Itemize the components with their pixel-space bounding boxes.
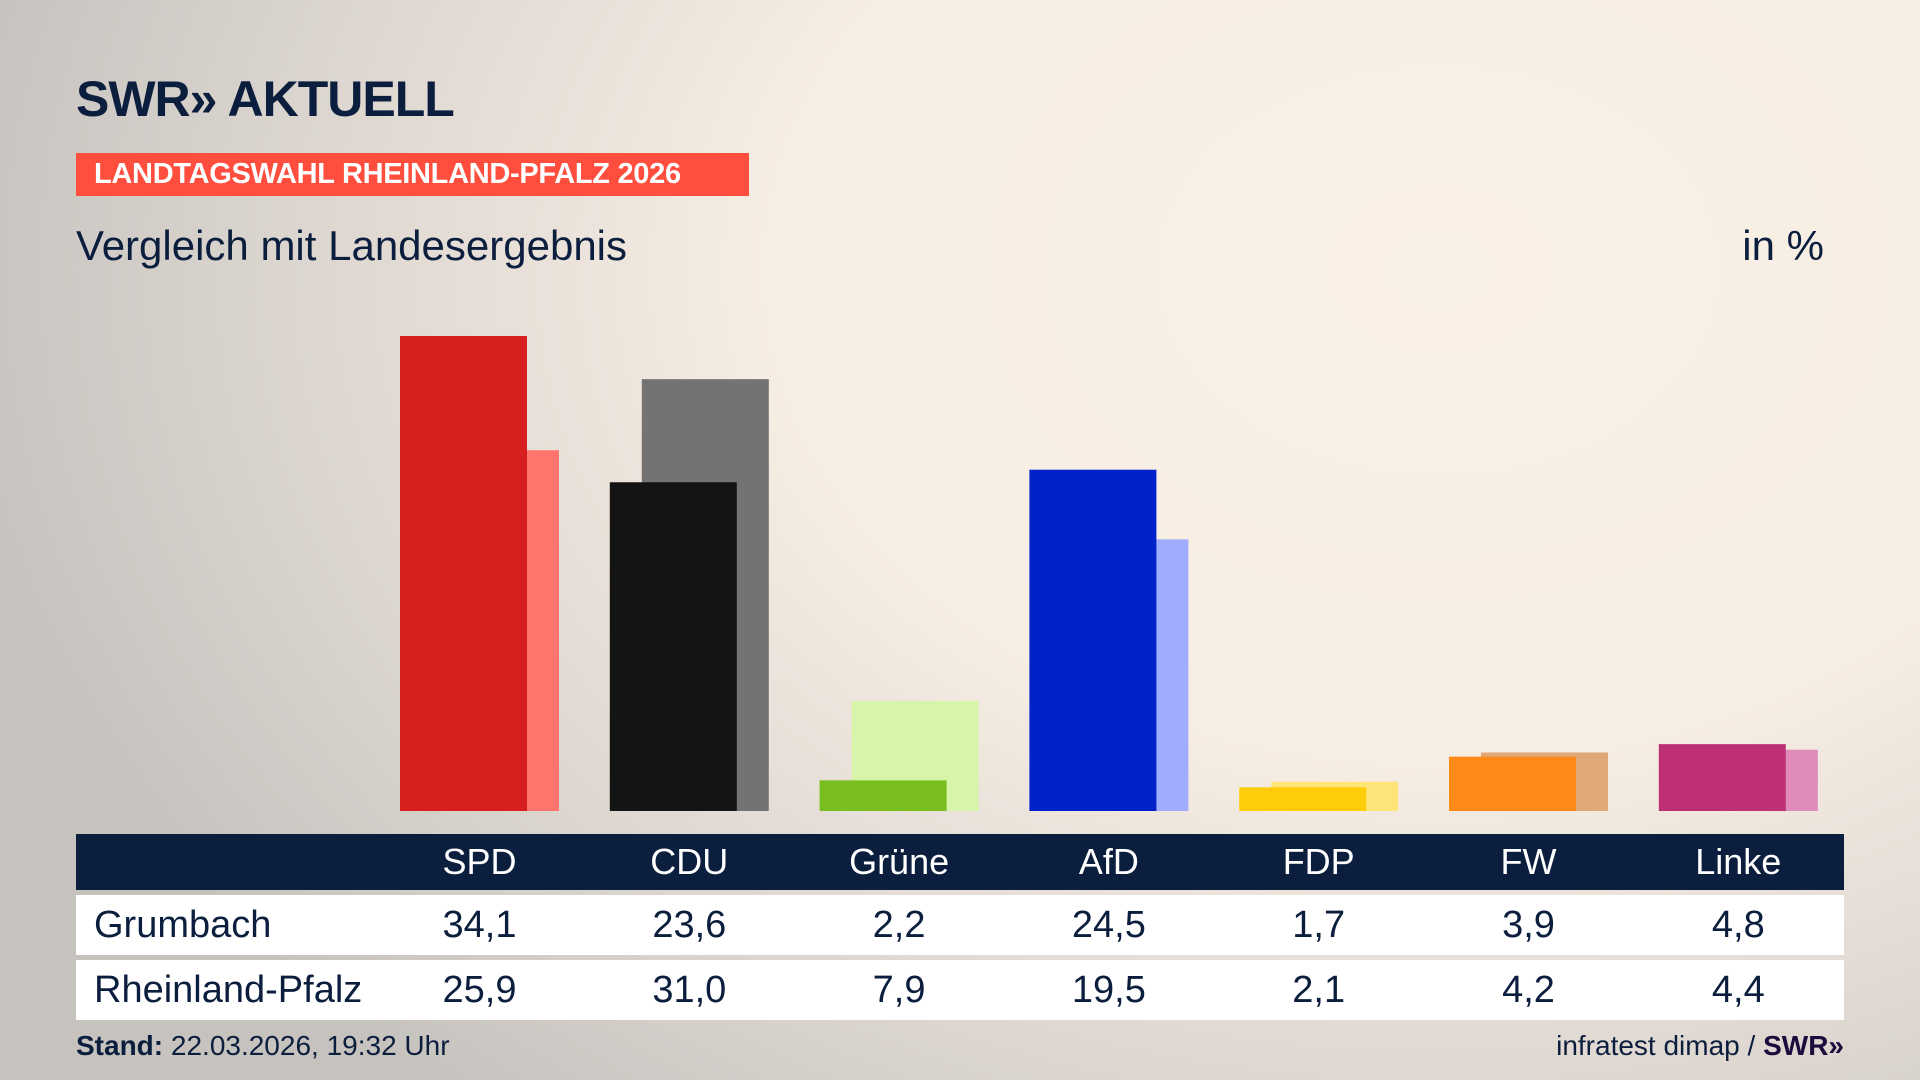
row-label: Rheinland-Pfalz [94, 968, 363, 1011]
swr-aktuell-logo: SWR» AKTUELL [76, 71, 455, 127]
results-table: SPD CDU Grüne AfD FDP FW Linke Grumbach 34,1 23… [76, 834, 1844, 1020]
bar-linke-local [1658, 744, 1786, 811]
bar-afd-local [1029, 469, 1157, 811]
row-label: Grumbach [94, 903, 272, 946]
table-row: Grumbach 34,1 23,6 2,2 24,5 1,7 3,9 4,8 [76, 895, 1844, 955]
table-cell: 4,4 [1711, 968, 1765, 1011]
column-header: SPD [442, 841, 517, 882]
column-header: Linke [1695, 841, 1782, 882]
column-header: Grüne [849, 841, 950, 882]
table-cell: 7,9 [872, 968, 926, 1011]
table-header: SPD CDU Grüne AfD FDP FW Linke [76, 834, 1844, 890]
table-cell: 31,0 [652, 968, 727, 1011]
swr-logo: SWR» [1763, 1030, 1844, 1061]
table-cell: 25,9 [442, 968, 517, 1011]
table-cell: 23,6 [652, 903, 727, 946]
table-cell: 1,7 [1292, 903, 1346, 946]
bar-grüne-local [819, 780, 947, 811]
table-cell: 24,5 [1071, 903, 1146, 946]
bar-cdu-local [609, 482, 737, 811]
source: infratest dimap / SWR» [1556, 1030, 1844, 1062]
table-cell: 2,2 [872, 903, 926, 946]
source-text: infratest dimap / [1556, 1030, 1764, 1061]
column-header: FW [1500, 841, 1557, 882]
bar-spd-local [400, 335, 527, 811]
table-cell: 4,2 [1502, 968, 1555, 1011]
stand-value: 22.03.2026, 19:32 Uhr [163, 1030, 450, 1061]
table-cell: 19,5 [1071, 968, 1146, 1011]
column-header: CDU [650, 841, 729, 882]
table-cell: 34,1 [442, 903, 517, 946]
table-row: Rheinland-Pfalz 25,9 31,0 7,9 19,5 2,1 4,2 4,4 [76, 960, 1844, 1020]
table-cell: 2,1 [1292, 968, 1346, 1011]
unit-label: in % [1742, 222, 1824, 269]
bar-fdp-local [1239, 787, 1367, 811]
timestamp: Stand: 22.03.2026, 19:32 Uhr [76, 1030, 450, 1062]
table-cell: 3,9 [1502, 903, 1555, 946]
bar-chart [400, 335, 1818, 811]
stand-label: Stand: [76, 1030, 164, 1061]
election-banner: LANDTAGSWAHL RHEINLAND-PFALZ 2026 [76, 153, 749, 196]
bar-fw-local [1449, 756, 1576, 811]
column-header: AfD [1078, 841, 1139, 882]
table-cell: 4,8 [1711, 903, 1765, 946]
column-header: FDP [1282, 841, 1355, 882]
chart-subtitle: Vergleich mit Landesergebnis [76, 222, 628, 269]
